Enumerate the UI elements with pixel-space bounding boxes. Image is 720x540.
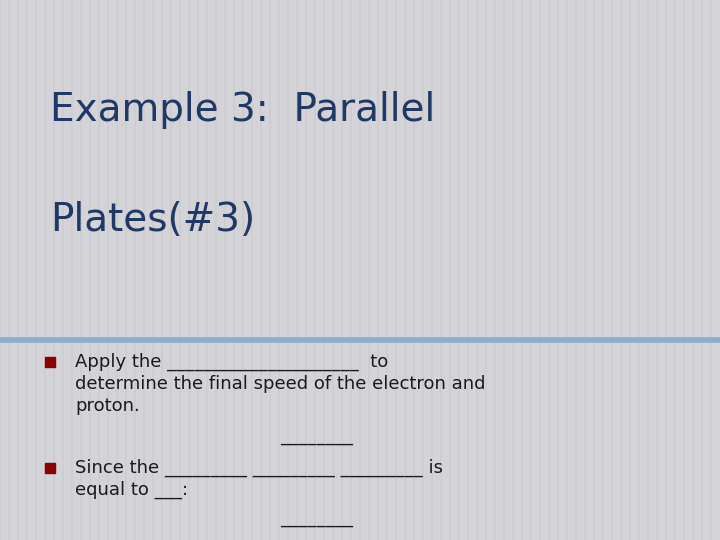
Text: proton.: proton.: [75, 397, 140, 415]
Text: Apply the _____________________  to: Apply the _____________________ to: [75, 353, 388, 371]
Text: Since the _________ _________ _________ is: Since the _________ _________ _________ …: [75, 459, 443, 477]
Text: Example 3:  Parallel: Example 3: Parallel: [50, 91, 436, 129]
Text: Plates(#3): Plates(#3): [50, 201, 255, 239]
Text: determine the final speed of the electron and: determine the final speed of the electro…: [75, 375, 485, 393]
Text: ________: ________: [280, 427, 353, 445]
Text: equal to ___:: equal to ___:: [75, 481, 188, 499]
Text: ________: ________: [280, 531, 353, 540]
Text: ________: ________: [280, 509, 353, 527]
